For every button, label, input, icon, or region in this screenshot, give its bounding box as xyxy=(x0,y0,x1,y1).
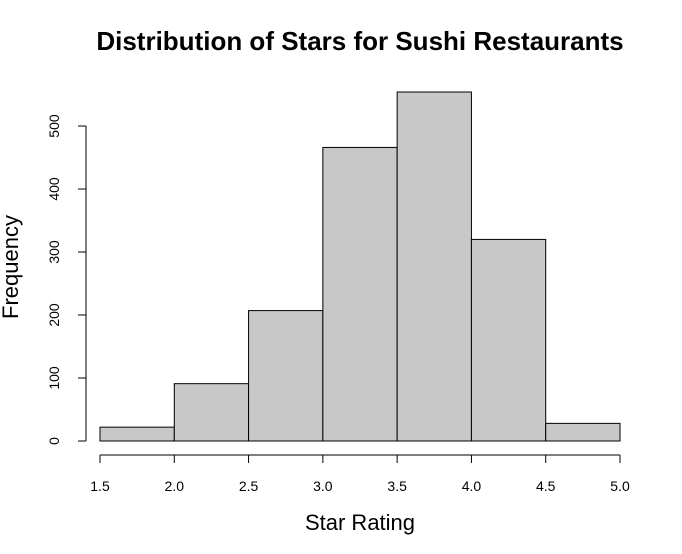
histogram-bar-5 xyxy=(470,238,547,442)
x-tick-label-1: 2.0 xyxy=(165,478,185,494)
x-tick-label-6: 4.5 xyxy=(536,478,556,494)
x-tick-label-0: 1.5 xyxy=(90,478,110,494)
y-tick-label-5: 500 xyxy=(46,114,62,138)
bars-group xyxy=(99,91,621,442)
histogram-bar-1 xyxy=(173,383,250,442)
x-axis: 1.5 2.0 2.5 3.0 3.5 4.0 4.5 5.0 xyxy=(90,454,630,494)
histogram-bar-0 xyxy=(99,426,175,442)
x-tick-label-2: 2.5 xyxy=(239,478,259,494)
y-tick-label-1: 100 xyxy=(46,366,62,390)
y-tick-label-2: 200 xyxy=(46,303,62,327)
histogram-bar-2 xyxy=(248,310,324,442)
x-tick-label-5: 4.0 xyxy=(462,478,482,494)
chart-title: Distribution of Stars for Sushi Restaura… xyxy=(96,26,623,56)
y-axis-label: Frequency xyxy=(0,215,23,319)
x-tick-label-3: 3.0 xyxy=(313,478,333,494)
histogram-bar-4 xyxy=(396,91,472,442)
x-tick-label-7: 5.0 xyxy=(610,478,630,494)
x-axis-label: Star Rating xyxy=(305,510,415,535)
histogram-bar-3 xyxy=(322,146,398,442)
histogram-bar-6 xyxy=(545,422,621,442)
x-tick-label-4: 3.5 xyxy=(387,478,407,494)
y-tick-label-3: 300 xyxy=(46,240,62,264)
y-tick-label-4: 400 xyxy=(46,177,62,201)
y-tick-label-0: 0 xyxy=(46,437,62,445)
y-axis: 0 100 200 300 400 500 xyxy=(46,114,87,445)
